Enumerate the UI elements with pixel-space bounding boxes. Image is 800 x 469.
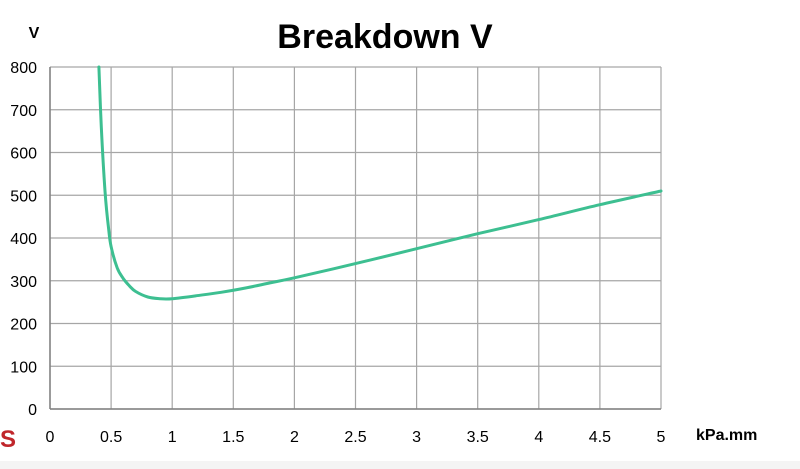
x-tick-label: 0 [46, 429, 55, 446]
y-tick-label: 300 [10, 274, 37, 291]
y-tick-label: 600 [10, 146, 37, 163]
y-tick-label: 200 [10, 317, 37, 334]
series-layer [97, 65, 663, 301]
x-axis-label: kPa.mm [696, 427, 757, 444]
x-tick-label: 5 [657, 429, 666, 446]
x-tick-label: 3 [412, 429, 421, 446]
x-tick-label: 2 [290, 429, 299, 446]
y-tick-label: 100 [10, 359, 37, 376]
x-tick-label: 1.5 [222, 429, 244, 446]
y-axis-label: V [29, 25, 40, 42]
y-tick-label: 800 [10, 60, 37, 77]
x-tick-label: 4.5 [589, 429, 611, 446]
tick-labels: 0 0.5 1 1.5 2 2.5 3 3.5 4 4.5 5 0 100 200 300 400 500 600… [10, 60, 665, 446]
corner-logo-fragment: S [0, 426, 17, 453]
chart-title: Breakdown V [277, 18, 493, 56]
x-tick-label: 0.5 [100, 429, 122, 446]
y-tick-label: 400 [10, 231, 37, 248]
x-tick-label: 4 [534, 429, 543, 446]
x-tick-label: 2.5 [344, 429, 366, 446]
grid [49, 66, 662, 410]
y-tick-label: 700 [10, 103, 37, 120]
series-line [97, 65, 663, 301]
x-tick-label: 3.5 [467, 429, 489, 446]
x-tick-label: 1 [168, 429, 177, 446]
y-tick-label: 0 [28, 402, 37, 419]
y-tick-label: 500 [10, 188, 37, 205]
bottom-strip [0, 461, 800, 469]
